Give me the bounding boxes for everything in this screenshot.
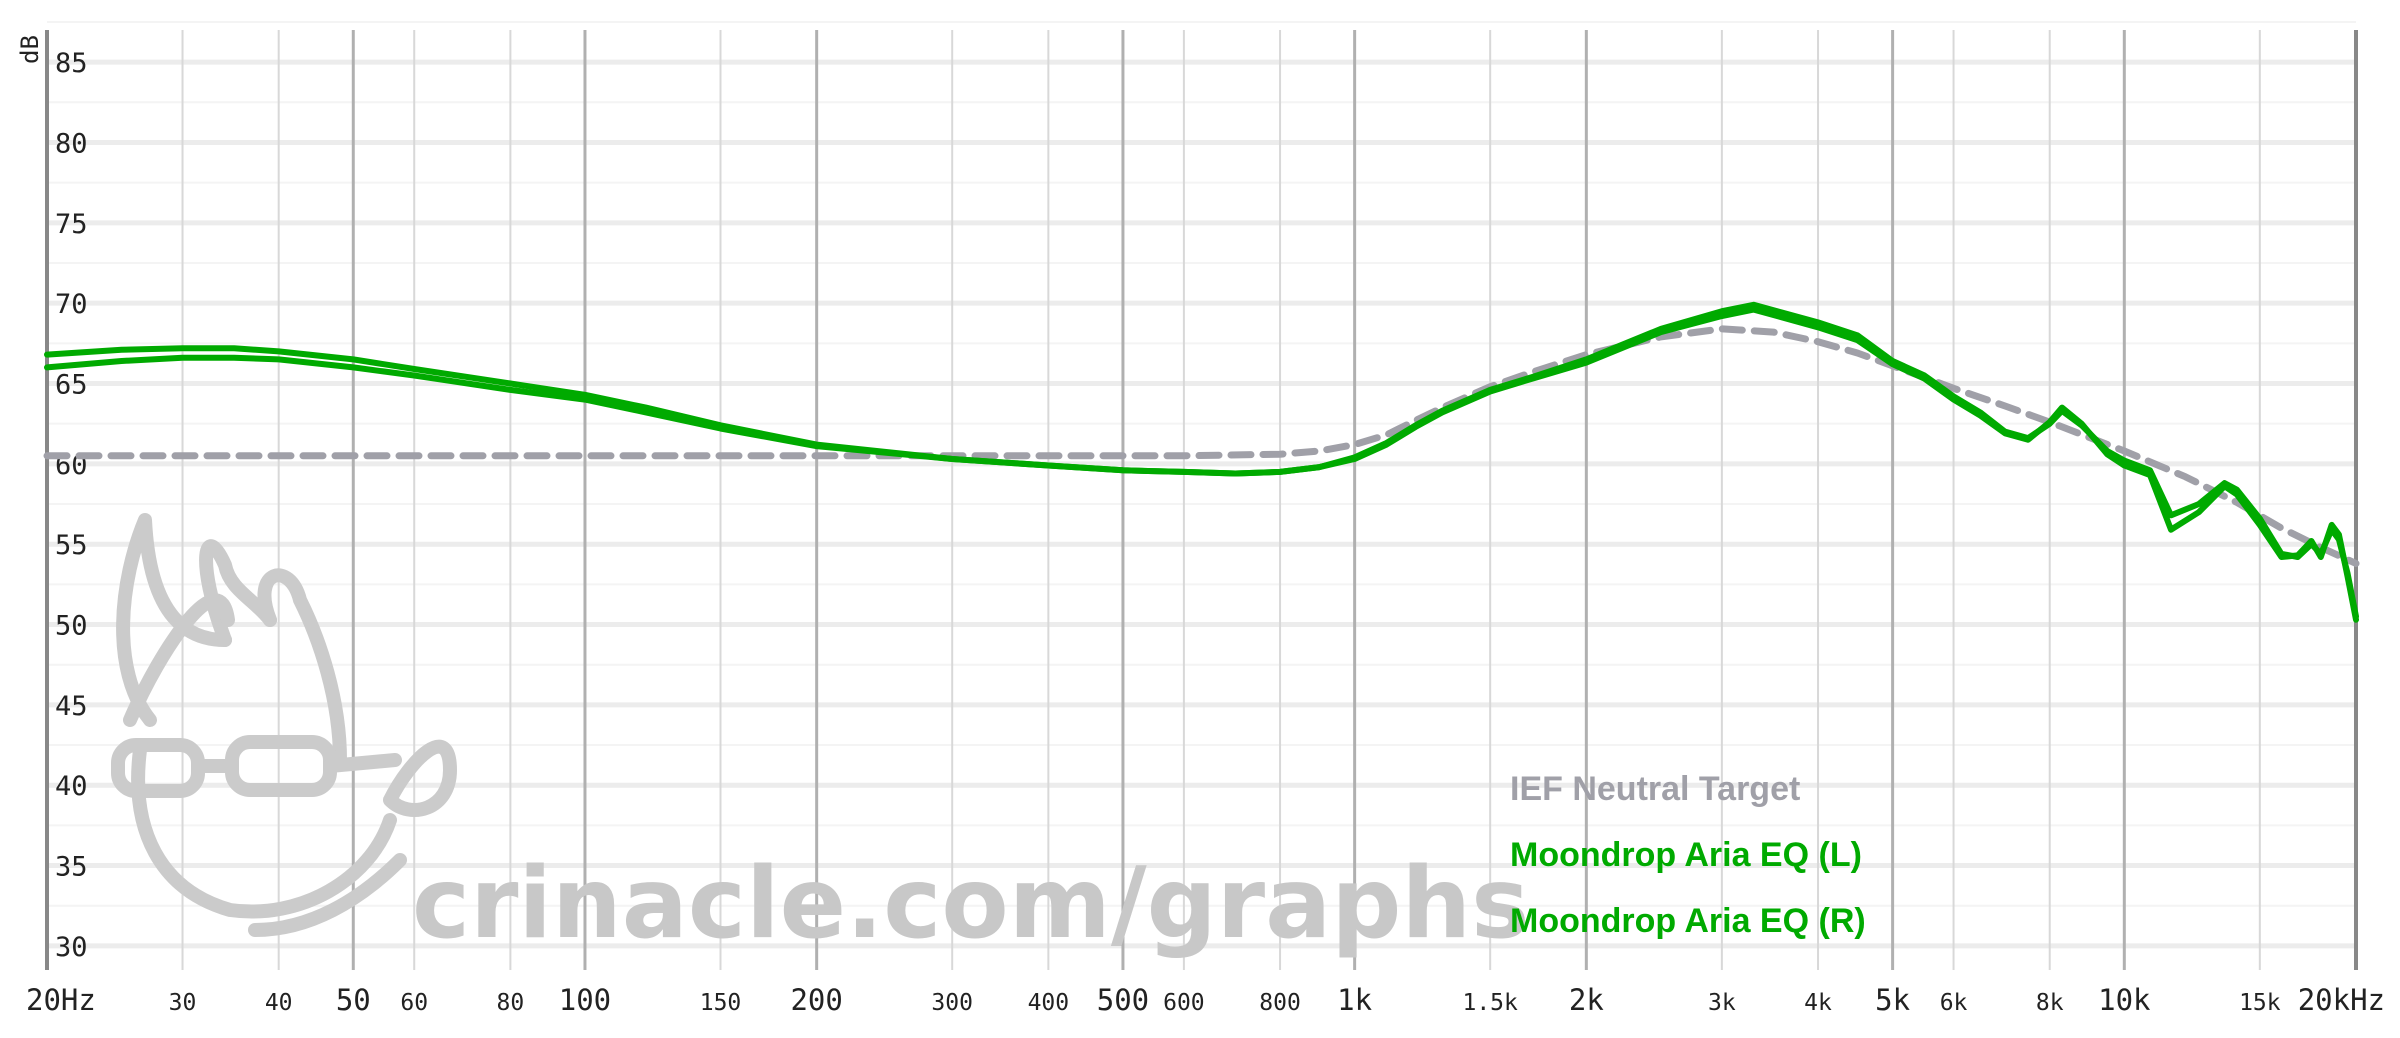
x-tick-label: 100 [559, 983, 611, 1017]
y-tick-label: 75 [55, 209, 88, 240]
x-tick-label: 500 [1097, 983, 1149, 1017]
x-tick-label: 60 [400, 990, 428, 1016]
y-tick-label: 50 [55, 611, 88, 642]
y-tick-label: 35 [55, 852, 88, 883]
x-tick-labels: 20Hz 30 40 50 60 80 100 150 200 300 400 500 600 800 1k… [26, 983, 2385, 1017]
legend-entry: Moondrop Aria EQ (R) [1510, 902, 1866, 940]
y-axis-label: dB [16, 35, 44, 64]
x-tick-label: 200 [790, 983, 842, 1017]
x-tick-label: 20Hz [26, 983, 96, 1017]
x-tick-label: 600 [1163, 990, 1205, 1016]
x-tick-label: 300 [931, 990, 973, 1016]
x-tick-label: 400 [1028, 990, 1070, 1016]
legend-entry: Moondrop Aria EQ (L) [1510, 836, 1862, 874]
x-tick-label: 30 [169, 990, 197, 1016]
x-tick-label: 2k [1569, 983, 1604, 1017]
y-tick-label: 30 [55, 932, 88, 963]
x-tick-label: 1k [1337, 983, 1372, 1017]
x-tick-label: 4k [1804, 990, 1832, 1016]
series-line [43, 325, 2360, 567]
legend-entry: IEF Neutral Target [1510, 770, 1800, 808]
x-tick-label: 40 [265, 990, 293, 1016]
watermark: crinacle.com/graphs [111, 513, 1529, 961]
y-tick-label: 85 [55, 48, 88, 79]
x-tick-label: 8k [2036, 990, 2064, 1016]
series-lines [43, 301, 2360, 623]
x-tick-label: 50 [336, 983, 371, 1017]
x-tick-label: 150 [700, 990, 742, 1016]
y-tick-label: 40 [55, 771, 88, 802]
x-tick-label: 80 [497, 990, 525, 1016]
x-tick-label: 5k [1875, 983, 1910, 1017]
y-tick-label: 65 [55, 370, 88, 401]
x-tick-label: 10k [2098, 983, 2151, 1017]
y-tick-label: 80 [55, 128, 88, 159]
x-tick-label: 800 [1259, 990, 1301, 1016]
x-tick-label: 15k [2239, 990, 2281, 1016]
legend: IEF Neutral Target Moondrop Aria EQ (L) Mo… [1510, 770, 1866, 940]
y-tick-label: 45 [55, 691, 88, 722]
watermark-text: crinacle.com/graphs [412, 847, 1529, 961]
series-line [44, 306, 2359, 623]
x-tick-label: 20kHz [2298, 983, 2385, 1017]
series-line [44, 301, 2359, 620]
mascot-logo-icon [111, 513, 457, 937]
x-tick-label: 6k [1940, 990, 1968, 1016]
y-tick-label: 55 [55, 530, 88, 561]
x-tick-label: 3k [1708, 990, 1736, 1016]
x-tick-label: 1.5k [1462, 990, 1518, 1016]
y-tick-label: 70 [55, 289, 88, 320]
